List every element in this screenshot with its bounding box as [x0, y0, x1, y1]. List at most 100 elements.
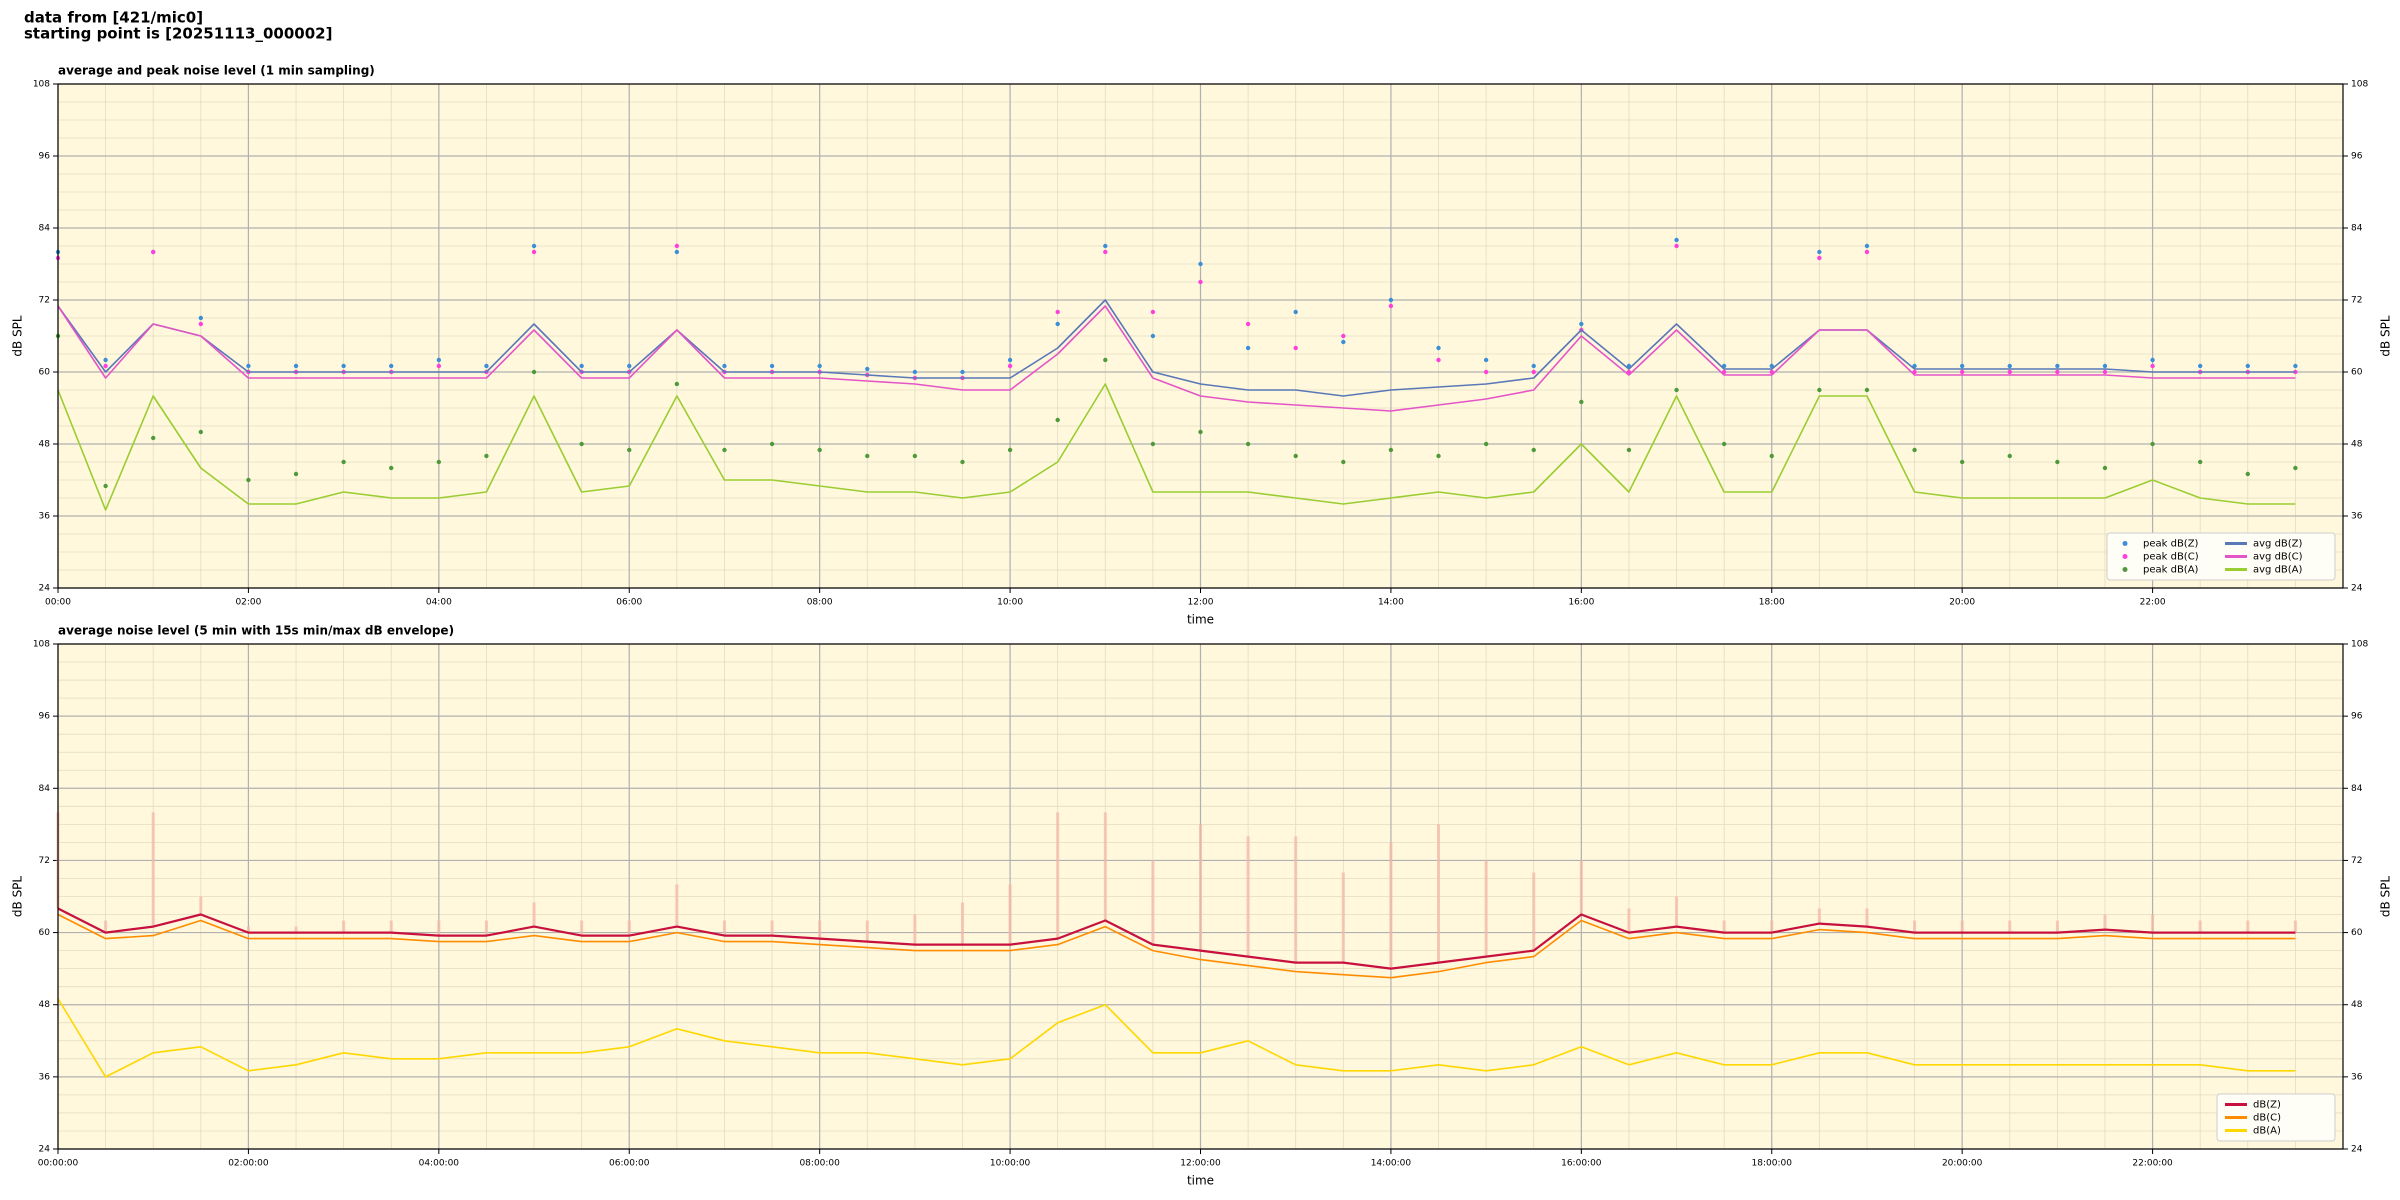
- peak-point: [1579, 399, 1584, 405]
- peak-point: [674, 249, 680, 255]
- legend-label: avg dB(A): [2253, 565, 2303, 576]
- peak-point: [674, 381, 680, 387]
- peak-point: [627, 447, 632, 453]
- y-tick-label: 48: [39, 1000, 51, 1010]
- y-tick-label: 84: [39, 224, 51, 234]
- y-tick-label: 24: [39, 584, 51, 594]
- peak-point: [579, 441, 584, 447]
- y-tick-label: 96: [39, 712, 51, 722]
- peak-point: [198, 321, 204, 327]
- y-tick-label: 84: [39, 784, 51, 794]
- peak-point: [960, 369, 965, 375]
- chart: 24 24 36 36 48 48 60 60 72 72 84 84 96 96 108 108 00:00:…: [11, 624, 2393, 1188]
- y-tick-label: 108: [2351, 80, 2368, 90]
- y-axis-label: dB SPL: [2379, 315, 2393, 357]
- peak-point: [436, 363, 442, 369]
- peak-point: [1436, 357, 1441, 363]
- peak-point: [817, 363, 822, 369]
- x-tick-label: 22:00:00: [2132, 1159, 2173, 1169]
- peak-point: [2055, 363, 2060, 369]
- peak-point: [246, 477, 251, 483]
- peak-point: [2102, 465, 2108, 471]
- peak-point: [1103, 249, 1108, 255]
- peak-point: [1055, 321, 1060, 327]
- series-line: [57, 299, 2296, 397]
- peak-point: [436, 459, 442, 465]
- x-tick-label: 18:00:00: [1752, 1159, 1793, 1169]
- peak-point: [293, 471, 299, 477]
- x-tick-label: 12:00:00: [1180, 1159, 1221, 1169]
- page-title: data from [421/mic0]: [24, 9, 203, 27]
- peak-point: [1293, 345, 1298, 351]
- peak-point: [2245, 363, 2250, 369]
- peak-point: [1959, 369, 1965, 375]
- peak-point: [1245, 441, 1251, 447]
- peak-point: [1531, 447, 1536, 453]
- chart-title: average noise level (5 min with 15s min/…: [58, 624, 454, 638]
- peak-point: [1150, 333, 1156, 339]
- x-tick-label: 00:00: [45, 598, 71, 608]
- y-tick-label: 108: [33, 80, 50, 90]
- peak-point: [1245, 345, 1251, 351]
- y-tick-label: 72: [2351, 296, 2362, 306]
- y-tick-label: 36: [39, 512, 51, 522]
- peak-point: [2197, 363, 2203, 369]
- legend-marker: [2122, 541, 2128, 546]
- x-tick-label: 00:00:00: [38, 1159, 79, 1169]
- peak-point: [1674, 243, 1679, 249]
- x-tick-label: 16:00: [1568, 598, 1594, 608]
- peak-point: [484, 453, 489, 459]
- legend-label: dB(A): [2253, 1126, 2281, 1137]
- y-tick-label: 48: [39, 440, 51, 450]
- peak-point: [817, 447, 822, 453]
- plot-frame: [57, 643, 2344, 1150]
- legend-label: avg dB(C): [2253, 552, 2303, 563]
- peak-point: [769, 363, 775, 369]
- x-tick-label: 02:00:00: [228, 1159, 269, 1169]
- y-tick-label: 48: [2351, 1000, 2363, 1010]
- y-tick-label: 96: [2351, 152, 2363, 162]
- peak-point: [2102, 363, 2108, 369]
- peak-point: [103, 483, 108, 489]
- chart-title: average and peak noise level (1 min samp…: [58, 64, 375, 78]
- peak-point: [1388, 297, 1394, 303]
- peak-point: [531, 249, 537, 255]
- peak-point: [865, 453, 870, 459]
- peak-point: [1007, 447, 1013, 453]
- peak-point: [1198, 429, 1203, 435]
- peak-point: [1388, 447, 1394, 453]
- y-tick-label: 108: [2351, 640, 2368, 650]
- x-tick-label: 12:00: [1188, 598, 1214, 608]
- y-tick-label: 72: [2351, 856, 2362, 866]
- y-tick-label: 72: [39, 856, 50, 866]
- peak-point: [960, 459, 965, 465]
- peak-point: [1293, 309, 1298, 315]
- peak-point: [627, 363, 632, 369]
- series-line: [57, 998, 2296, 1078]
- x-tick-label: 14:00: [1378, 598, 1404, 608]
- peak-point: [1721, 441, 1727, 447]
- peak-point: [1103, 357, 1108, 363]
- y-tick-label: 24: [2351, 1145, 2363, 1155]
- y-tick-label: 48: [2351, 440, 2363, 450]
- y-tick-label: 60: [39, 928, 51, 938]
- peak-point: [1674, 387, 1679, 393]
- peak-point: [722, 447, 727, 453]
- peak-point: [722, 363, 727, 369]
- series-line: [57, 383, 2296, 511]
- peak-point: [1388, 303, 1394, 309]
- peak-point: [1103, 243, 1108, 249]
- peak-point: [912, 453, 918, 459]
- x-axis-label: time: [1187, 613, 1214, 627]
- peak-point: [151, 249, 156, 255]
- x-axis-label: time: [1187, 1174, 1214, 1188]
- chart: 24 24 36 36 48 48 60 60 72 72 84 84 96 96 108 108 00:00 0…: [11, 64, 2393, 627]
- peak-point: [2102, 369, 2108, 375]
- legend-marker: [2122, 567, 2128, 572]
- y-axis-label: dB SPL: [2379, 876, 2393, 918]
- y-tick-label: 36: [39, 1072, 51, 1082]
- peak-point: [1817, 255, 1822, 261]
- peak-point: [2007, 369, 2012, 375]
- peak-point: [1959, 363, 1965, 369]
